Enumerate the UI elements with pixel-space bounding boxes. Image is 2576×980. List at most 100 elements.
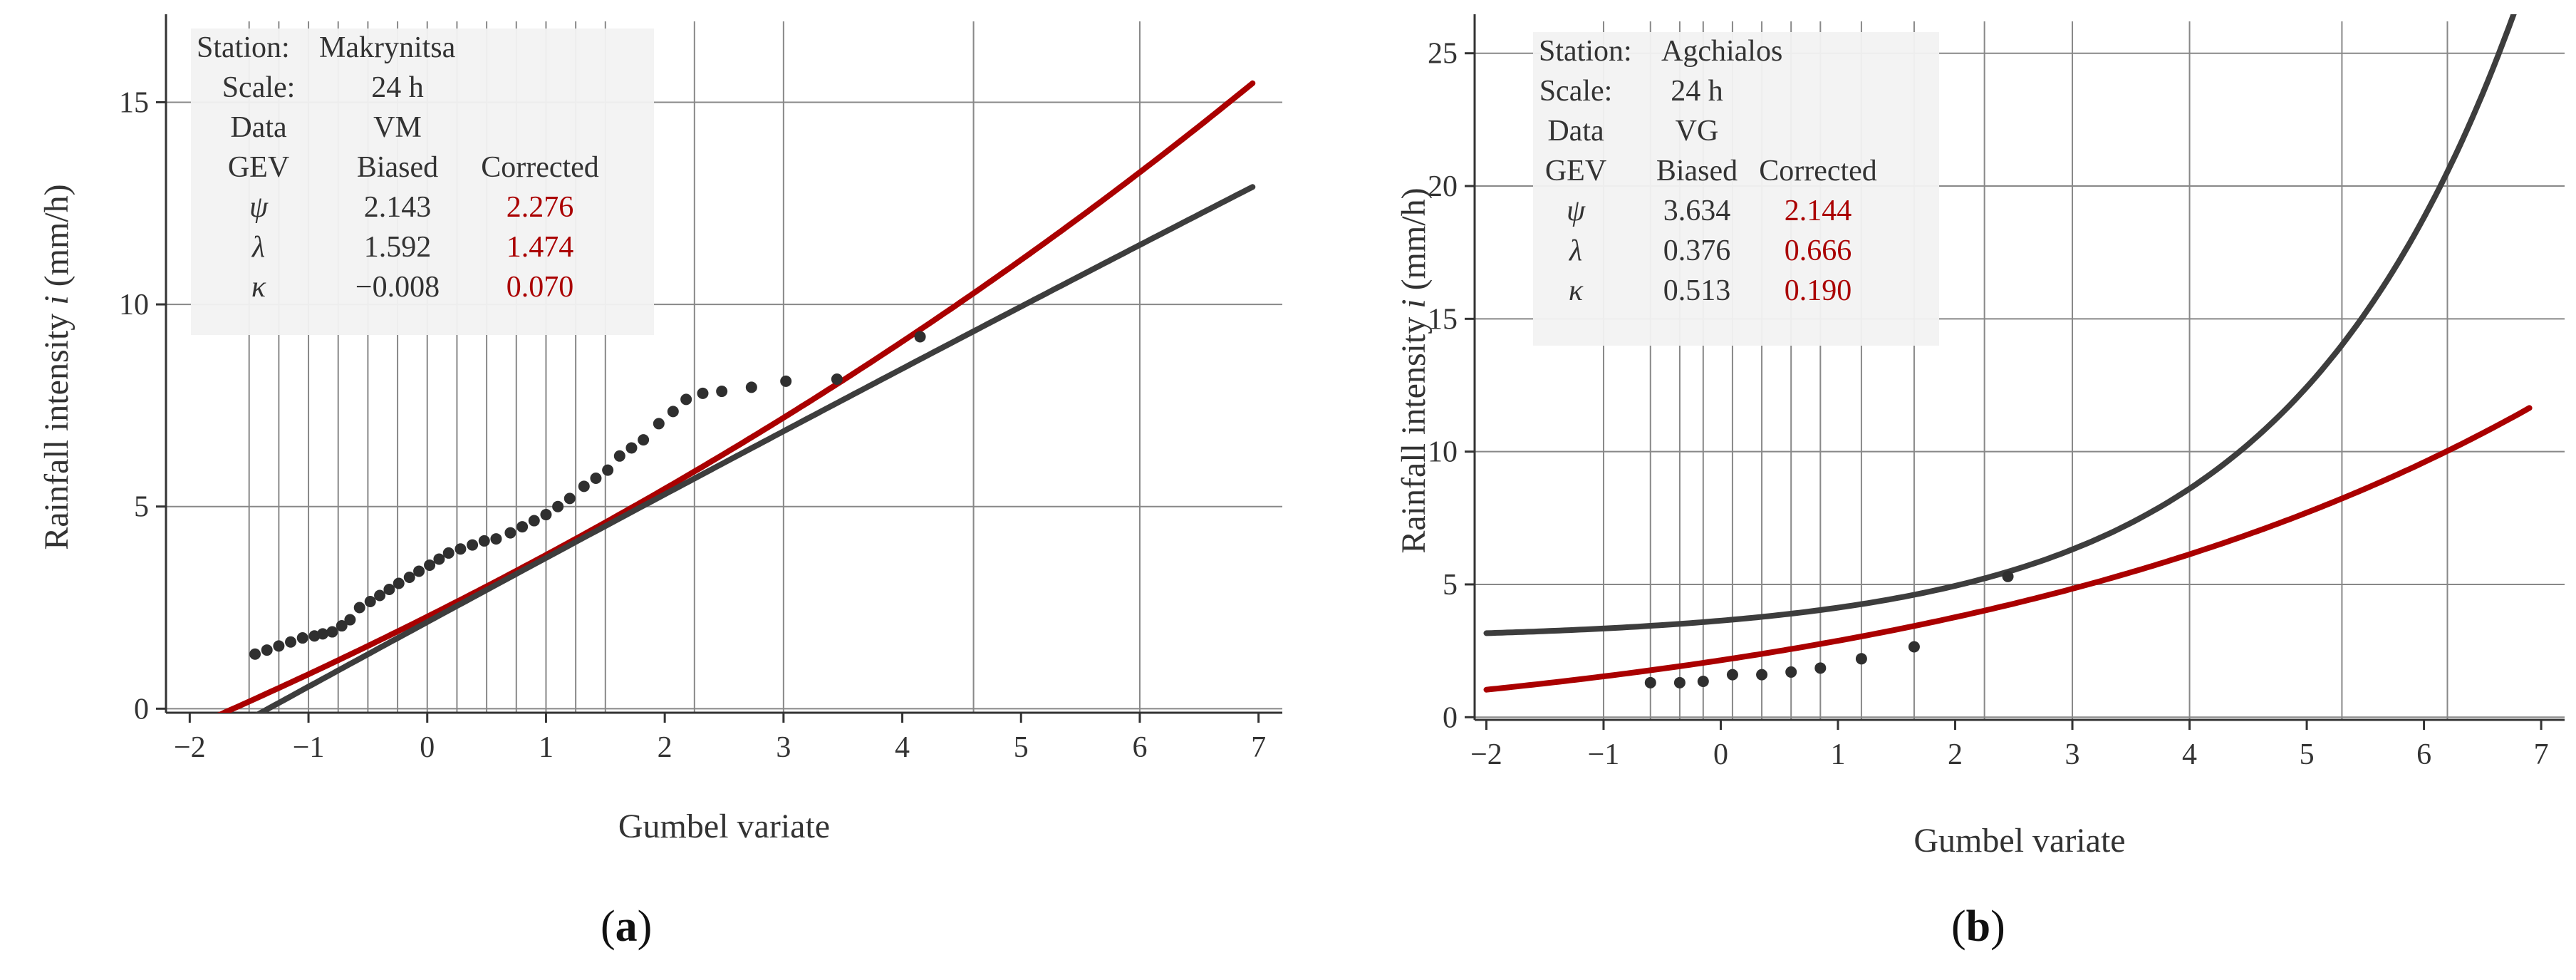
data-point-a-7 [326, 626, 338, 638]
y-tick-label-b-4: 20 [1428, 170, 1458, 203]
y-tick-label-b-1: 5 [1443, 569, 1458, 602]
corrected-curve-b [1483, 405, 2533, 693]
info-scale-b: 24 h [1671, 75, 1723, 108]
y-tick-label-b-5: 25 [1428, 38, 1458, 71]
data-point-a-22 [478, 535, 490, 547]
info-param-biased-b-0: 3.634 [1663, 195, 1731, 227]
y-axis-label-var-b: i [1395, 299, 1433, 308]
data-point-b-4 [1756, 669, 1768, 681]
info-data-label-a: Data [230, 111, 287, 144]
info-param-corrected-b-2: 0.190 [1785, 274, 1852, 307]
data-point-b-7 [1855, 653, 1867, 665]
info-param-biased-a-1: 1.592 [364, 231, 432, 264]
x-tick-label-a-5: 3 [776, 731, 791, 764]
info-param-corrected-a-0: 2.276 [507, 191, 574, 224]
data-point-a-44 [914, 331, 926, 343]
data-point-a-35 [638, 434, 650, 446]
panel-letter-b: b [1965, 902, 1991, 951]
data-point-a-4 [296, 632, 308, 644]
x-tick-label-a-9: 7 [1251, 731, 1266, 764]
data-point-a-40 [716, 386, 728, 398]
x-tick-label-a-6: 4 [895, 731, 910, 764]
y-axis-label-main-a: Rainfall intensity [38, 305, 76, 550]
panel-letter-a: a [615, 902, 638, 951]
data-point-a-38 [680, 393, 692, 406]
y-axis-label-b: Rainfall intensity i (mm/h) [1395, 187, 1433, 553]
data-point-b-8 [1908, 641, 1920, 653]
info-data-label-b: Data [1547, 115, 1604, 148]
data-point-a-3 [285, 636, 297, 648]
data-point-b-5 [1785, 666, 1797, 678]
data-point-b-2 [1697, 675, 1709, 687]
y-axis-label-unit-a: (mm/h) [38, 184, 76, 295]
data-point-a-11 [364, 596, 376, 608]
data-point-b-9 [2002, 570, 2014, 582]
info-param-corrected-b-1: 0.666 [1785, 234, 1852, 267]
data-point-a-12 [374, 589, 386, 602]
x-tick-label-b-1: −1 [1588, 738, 1620, 771]
data-point-a-26 [528, 515, 540, 527]
x-tick-label-a-7: 5 [1014, 731, 1029, 764]
data-point-a-30 [578, 480, 590, 492]
chart-panel-a: −2 −1 0 1 2 3 4 5 6 7 0 5 10 15 Gumbel variate Rainfall… [38, 14, 1282, 845]
data-point-a-16 [413, 565, 425, 577]
info-param-biased-a-2: −0.008 [355, 271, 440, 304]
data-point-a-36 [653, 418, 665, 430]
x-tick-label-a-4: 2 [658, 731, 672, 764]
info-param-symbol-a-2: κ [251, 271, 266, 304]
data-point-a-34 [625, 442, 638, 454]
info-station-label-b: Station: [1539, 35, 1632, 68]
info-model-label-b: GEV [1545, 155, 1606, 187]
info-param-symbol-b-0: ψ [1567, 195, 1586, 227]
data-point-a-24 [504, 527, 516, 539]
biased-curve-a [254, 184, 1256, 713]
x-tick-label-a-8: 6 [1132, 731, 1147, 764]
info-scale-a: 24 h [371, 71, 424, 104]
info-param-biased-a-0: 2.143 [364, 191, 432, 224]
data-point-a-33 [613, 450, 625, 462]
data-point-a-8 [336, 620, 348, 632]
info-biased-header-b: Biased [1656, 155, 1738, 187]
data-point-a-27 [540, 509, 552, 521]
info-scale-label-b: Scale: [1539, 75, 1613, 108]
info-box-a [191, 29, 654, 335]
info-param-symbol-a-1: λ [251, 231, 265, 264]
data-point-a-42 [780, 375, 792, 387]
info-param-corrected-a-1: 1.474 [507, 231, 574, 264]
x-tick-label-b-0: −2 [1470, 738, 1502, 771]
info-param-corrected-b-0: 2.144 [1785, 195, 1852, 227]
info-param-biased-b-1: 0.376 [1663, 234, 1731, 267]
x-tick-label-b-7: 5 [2300, 738, 2315, 771]
data-point-a-31 [590, 472, 602, 484]
panel-label-b: (b) [1951, 902, 2005, 951]
y-tick-label-b-3: 15 [1428, 303, 1458, 336]
y-tick-label-b-0: 0 [1443, 701, 1458, 734]
info-corrected-header-a: Corrected [481, 151, 599, 184]
y-tick-label-a-3: 15 [119, 86, 149, 119]
info-station-label-a: Station: [197, 31, 290, 64]
y-axis-label-unit-b: (mm/h) [1395, 187, 1433, 299]
y-tick-label-a-1: 5 [134, 491, 149, 524]
data-point-a-2 [273, 640, 285, 652]
x-tick-label-a-1: −1 [293, 731, 325, 764]
data-point-a-39 [697, 387, 709, 399]
data-point-a-25 [516, 521, 529, 533]
info-scale-label-a: Scale: [222, 71, 296, 104]
data-point-a-1 [261, 644, 273, 656]
info-param-symbol-a-0: ψ [249, 191, 269, 224]
info-corrected-header-b: Corrected [1759, 155, 1877, 187]
info-biased-header-a: Biased [357, 151, 438, 184]
y-axis-label-main-b: Rainfall intensity [1395, 309, 1433, 554]
data-point-a-20 [455, 543, 467, 555]
x-tick-label-b-6: 4 [2182, 738, 2197, 771]
y-axis-label-a: Rainfall intensity i (mm/h) [38, 184, 76, 550]
info-param-symbol-b-1: λ [1568, 234, 1582, 267]
corrected-curve-a [217, 80, 1256, 713]
data-point-b-0 [1644, 676, 1656, 688]
data-point-a-19 [442, 547, 455, 559]
data-point-a-15 [403, 571, 415, 583]
y-tick-label-a-0: 0 [134, 693, 149, 726]
data-point-a-6 [317, 628, 329, 640]
x-tick-label-b-8: 6 [2416, 738, 2431, 771]
